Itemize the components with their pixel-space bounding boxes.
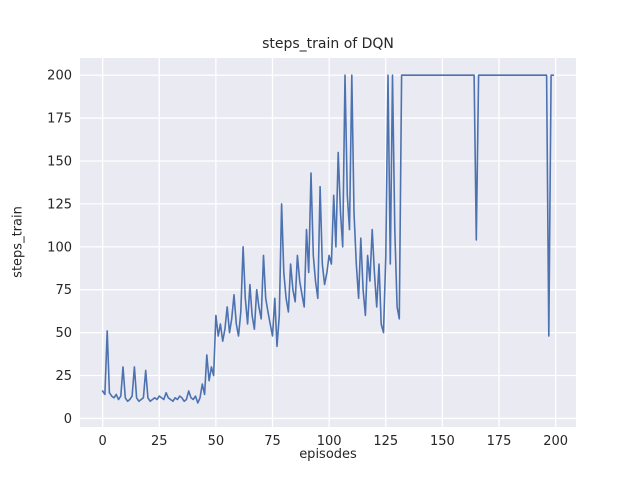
y-tick-label: 200 xyxy=(47,69,72,84)
plot-area xyxy=(80,58,576,427)
x-tick-label: 75 xyxy=(264,434,281,449)
x-tick-label: 175 xyxy=(487,434,512,449)
chart-title: steps_train of DQN xyxy=(262,36,394,52)
x-tick-label: 0 xyxy=(99,434,107,449)
x-tick-label: 25 xyxy=(151,434,168,449)
x-tick-label: 50 xyxy=(208,434,225,449)
y-tick-label: 50 xyxy=(55,326,72,341)
y-tick-label: 100 xyxy=(47,240,72,255)
x-tick-label: 150 xyxy=(430,434,455,449)
y-axis-label: steps_train xyxy=(10,206,26,278)
y-tick-label: 75 xyxy=(55,283,72,298)
y-tick-label: 125 xyxy=(47,197,72,212)
y-tick-label: 150 xyxy=(47,154,72,169)
x-tick-label: 100 xyxy=(317,434,342,449)
y-tick-label: 25 xyxy=(55,369,72,384)
series-line xyxy=(101,74,555,404)
x-tick-label: 125 xyxy=(373,434,398,449)
y-tick-label: 175 xyxy=(47,112,72,127)
y-tick-label: 0 xyxy=(64,412,72,427)
x-tick-label: 200 xyxy=(543,434,568,449)
x-axis-label: episodes xyxy=(299,447,357,462)
